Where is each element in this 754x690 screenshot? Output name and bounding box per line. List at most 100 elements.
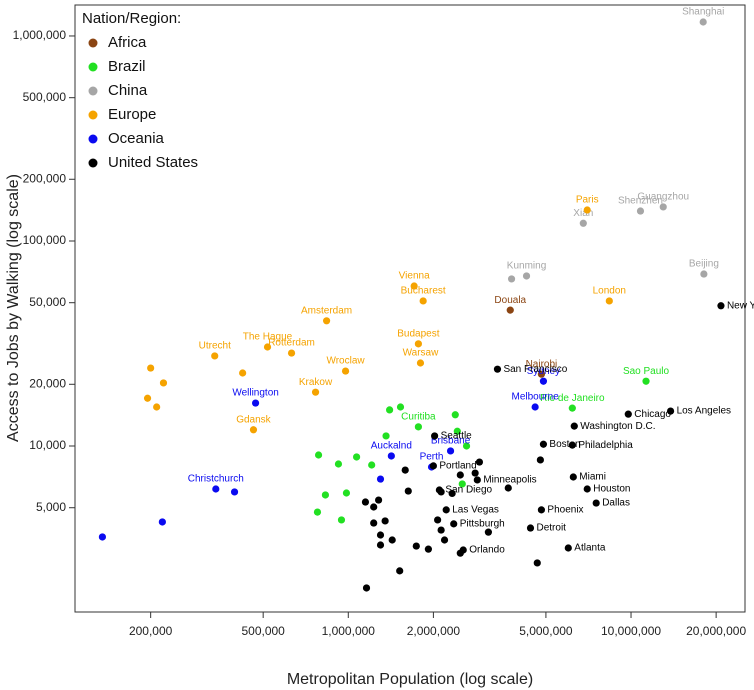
point [386, 406, 394, 414]
point [424, 545, 432, 553]
legend-title: Nation/Region: [82, 10, 181, 27]
point-label: Atlanta [574, 543, 606, 554]
point [506, 306, 514, 314]
point [440, 536, 449, 544]
point-label: Budapest [397, 328, 439, 339]
point-label: New York City [727, 300, 754, 311]
point [570, 422, 578, 430]
point [251, 399, 260, 407]
point [579, 219, 587, 227]
point-label: Nairobi [526, 359, 558, 370]
y-axis-title: Access to Jobs by Walking (log scale) [5, 174, 22, 442]
point [352, 453, 361, 461]
point-label: Sao Paulo [623, 366, 670, 377]
point [666, 407, 675, 415]
point [569, 473, 577, 481]
point [153, 403, 161, 411]
point [717, 302, 725, 310]
point [456, 549, 464, 557]
point-label: Portland [439, 461, 476, 472]
point [431, 432, 439, 440]
point-label: Washington D.C. [580, 421, 655, 432]
legend-marker [88, 86, 98, 96]
point-label: Christchurch [188, 474, 244, 485]
point [583, 206, 591, 214]
point [321, 491, 330, 499]
point [158, 518, 166, 526]
point [230, 488, 239, 496]
point-label: Curitiba [401, 411, 436, 422]
point [429, 462, 437, 470]
point [507, 275, 516, 283]
point [537, 370, 546, 378]
point [376, 531, 385, 539]
y-tick-label: 1,000,000 [13, 28, 67, 42]
point [522, 272, 531, 280]
point [416, 359, 425, 367]
point [605, 297, 613, 305]
x-axis-title: Metropolitan Population (log scale) [287, 671, 533, 688]
point-label: Shanghai [682, 7, 724, 18]
point [376, 475, 385, 483]
x-tick-label: 1,000,000 [322, 624, 376, 638]
point [475, 458, 484, 466]
point [446, 447, 455, 455]
point [143, 394, 152, 402]
point [412, 542, 420, 550]
point [451, 411, 459, 419]
legend-marker [88, 110, 98, 120]
point [592, 499, 600, 507]
legend-label: United States [108, 154, 198, 171]
point [98, 533, 107, 541]
point-label: Amsterdam [301, 305, 352, 316]
point [396, 403, 405, 411]
point [624, 410, 632, 418]
point [564, 544, 572, 552]
point [568, 404, 576, 412]
x-tick-label: 200,000 [129, 624, 173, 638]
point [450, 520, 458, 528]
point-label: Las Vegas [452, 505, 499, 516]
point-label: Orlando [469, 545, 505, 556]
legend-label: Africa [108, 34, 147, 51]
point-label: Perth [420, 452, 444, 463]
point [568, 441, 576, 449]
point-label: Warsaw [403, 348, 440, 359]
point [473, 476, 481, 484]
point-label: Minneapolis [483, 475, 536, 486]
x-tick-label: 5,000,000 [519, 624, 573, 638]
point [362, 584, 371, 592]
point [642, 377, 650, 385]
point [388, 536, 396, 544]
y-tick-label: 100,000 [23, 233, 67, 247]
point [414, 423, 422, 431]
point [370, 503, 378, 511]
point [376, 541, 385, 549]
point [382, 432, 390, 440]
point-label: The Hague [243, 332, 293, 343]
point [361, 498, 370, 506]
y-tick-label: 50,000 [29, 295, 66, 309]
point [493, 365, 502, 373]
plot-frame [74, 4, 746, 613]
point [471, 469, 479, 477]
point-label: Guangzhou [637, 192, 689, 203]
point [434, 516, 442, 524]
point-label: Utrecht [199, 341, 231, 352]
point [263, 343, 272, 351]
point-label: Xian [573, 208, 593, 219]
point [419, 297, 427, 305]
point [539, 377, 548, 385]
point-label: Auckalnd [371, 441, 412, 452]
point-label: Philadelphia [578, 440, 633, 451]
point-label: Houston [593, 484, 630, 495]
point-label: Gdansk [236, 414, 271, 425]
point-label: Seattle [441, 431, 473, 442]
point [437, 526, 445, 534]
point [287, 349, 296, 357]
point-label: Detroit [536, 523, 566, 534]
point [636, 207, 645, 215]
y-tick-label: 500,000 [23, 90, 67, 104]
point [442, 506, 450, 514]
point-label: Kunming [507, 261, 546, 272]
